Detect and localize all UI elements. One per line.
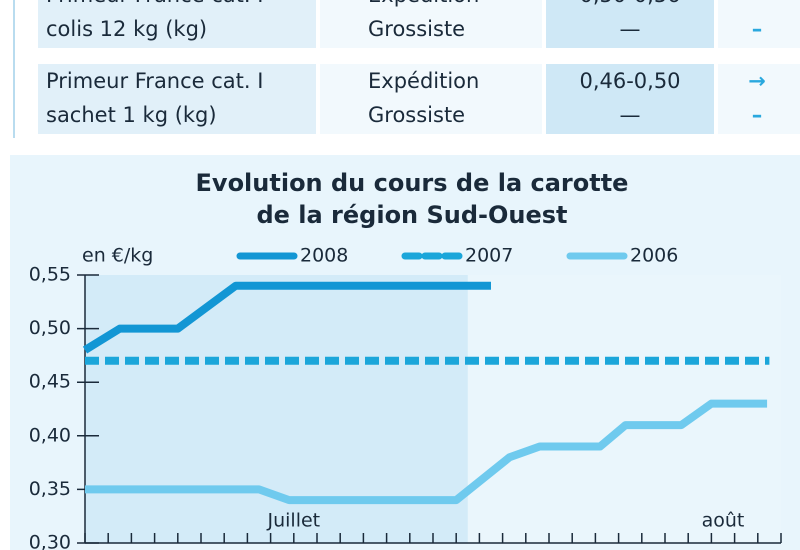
stage: Grossiste — [368, 103, 465, 127]
cell — [320, 0, 542, 48]
cell — [38, 0, 316, 48]
table: Primeur France cat. I Expédition 0,50-0,56… — [38, 0, 800, 134]
product-name: colis 12 kg (kg) — [46, 17, 207, 41]
trend: → — [748, 0, 766, 7]
stage: Expédition — [368, 69, 479, 93]
cell — [320, 64, 542, 134]
trend: → — [748, 69, 766, 93]
product-name: Primeur France cat. I — [46, 0, 263, 7]
trend: – — [752, 17, 763, 41]
legend-label: 2006 — [630, 245, 678, 267]
y-tick-label: 0,35 — [29, 478, 71, 500]
cell — [718, 64, 800, 134]
legend-label: 2007 — [465, 245, 513, 267]
y-tick-label: 0,55 — [29, 264, 71, 286]
series-line — [82, 281, 491, 354]
stage: Expédition — [368, 0, 479, 7]
x-annotation: Juillet — [266, 510, 320, 532]
cell — [546, 64, 714, 134]
cell — [38, 64, 316, 134]
trend: – — [752, 103, 763, 127]
chart-title: Evolution du cours de la carotte — [196, 169, 629, 197]
cell — [718, 0, 800, 48]
chart-title: de la région Sud-Ouest — [256, 201, 567, 229]
legend-label: 2008 — [300, 245, 348, 267]
y-axis-label: en €/kg — [82, 245, 153, 267]
price: 0,46-0,50 — [579, 69, 680, 93]
y-tick-label: 0,50 — [29, 317, 71, 339]
series-line — [85, 399, 768, 505]
product-name: sachet 1 kg (kg) — [46, 103, 217, 127]
y-tick-label: 0,40 — [29, 424, 71, 446]
cell — [546, 0, 714, 48]
y-tick-label: 0,45 — [29, 371, 71, 393]
price: — — [620, 17, 641, 41]
stage: Grossiste — [368, 17, 465, 41]
product-name: Primeur France cat. I — [46, 69, 263, 93]
x-annotation: août — [702, 510, 745, 532]
y-tick-label: 0,30 — [29, 532, 71, 550]
price: 0,50-0,56 — [579, 0, 680, 7]
price: — — [620, 103, 641, 127]
